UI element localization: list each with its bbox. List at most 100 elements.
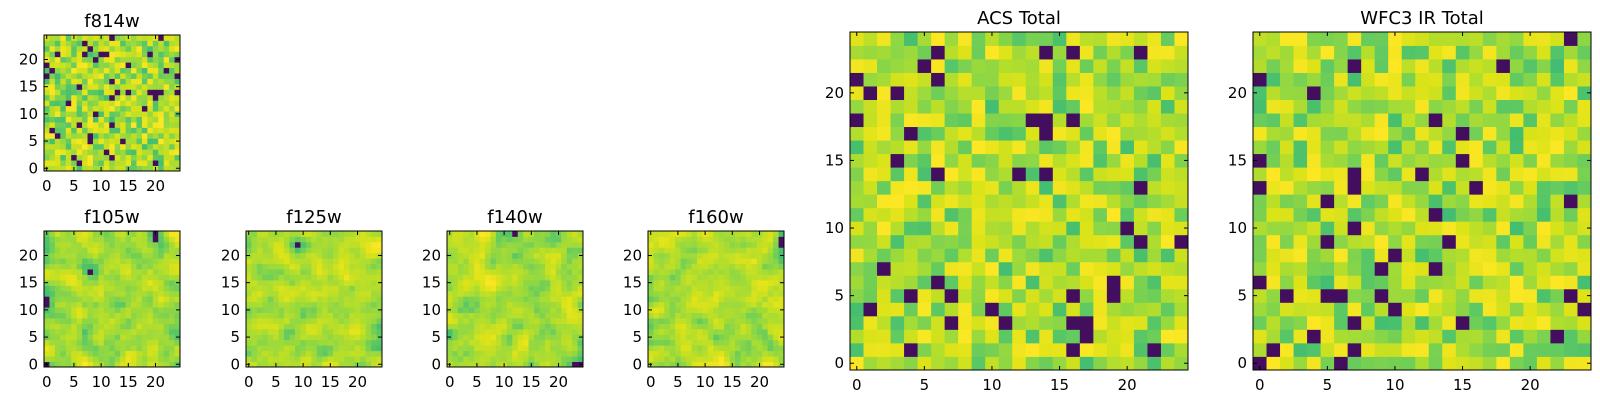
heatmap-cell xyxy=(256,361,263,368)
heatmap-cell xyxy=(1025,288,1040,303)
heatmap-cell xyxy=(904,234,918,249)
heatmap-cell xyxy=(528,312,535,319)
heatmap-cell xyxy=(669,263,676,270)
heatmap-cell xyxy=(87,122,94,128)
heatmap-cell xyxy=(82,361,88,368)
heatmap-cell xyxy=(1160,288,1175,303)
heatmap-cell xyxy=(256,334,263,341)
heatmap-cell xyxy=(523,328,529,335)
heatmap-cell xyxy=(251,345,258,352)
heatmap-cell xyxy=(479,312,486,319)
heatmap-cell xyxy=(479,279,486,286)
heatmap-cell xyxy=(474,269,481,275)
heatmap-cell xyxy=(1106,140,1121,155)
heatmap-cell xyxy=(87,132,94,139)
heatmap-cell xyxy=(169,143,175,150)
heatmap-cell xyxy=(92,312,99,319)
heatmap-cell xyxy=(141,301,148,308)
heatmap-cell xyxy=(289,296,296,303)
heatmap-cell xyxy=(904,248,918,263)
x-tick-label: 0 xyxy=(244,373,254,391)
heatmap-cell xyxy=(163,231,170,237)
heatmap-cell xyxy=(1039,113,1054,128)
heatmap-cell xyxy=(114,290,121,297)
heatmap-cell xyxy=(985,329,1000,344)
heatmap-cell xyxy=(724,323,730,330)
heatmap-cell xyxy=(141,35,148,41)
heatmap-cell xyxy=(718,263,725,270)
heatmap-cell xyxy=(87,356,94,362)
heatmap-cell xyxy=(120,51,126,58)
heatmap-cell xyxy=(305,241,312,248)
heatmap-cell xyxy=(555,241,562,248)
heatmap-cell xyxy=(1293,45,1308,60)
heatmap-cell xyxy=(54,73,61,79)
heatmap-cell xyxy=(561,339,568,346)
heatmap-cell xyxy=(691,356,698,362)
heatmap-cell xyxy=(680,231,687,237)
heatmap-cell xyxy=(740,296,747,303)
heatmap-cell xyxy=(284,361,290,368)
heatmap-cell xyxy=(354,307,361,313)
heatmap-cell xyxy=(136,296,143,303)
heatmap-cell xyxy=(109,247,116,254)
heatmap-cell xyxy=(850,194,864,209)
heatmap-cell xyxy=(1361,356,1376,371)
heatmap-cell xyxy=(158,247,165,254)
heatmap-cell xyxy=(327,285,334,292)
heatmap-cell xyxy=(60,51,67,58)
heatmap-cell xyxy=(136,78,143,85)
heatmap-cell xyxy=(174,143,181,150)
y-tick-label: 10 xyxy=(1228,219,1247,237)
heatmap-cell xyxy=(152,149,159,156)
heatmap-cell xyxy=(850,248,864,263)
x-tick-label: 20 xyxy=(750,373,769,391)
heatmap-cell xyxy=(65,356,72,362)
heatmap-cell xyxy=(125,40,132,47)
heatmap-cell xyxy=(1106,288,1121,303)
heatmap-cell xyxy=(544,312,551,319)
heatmap-cell xyxy=(904,99,918,114)
heatmap-cell xyxy=(305,350,312,357)
heatmap-cell xyxy=(501,252,508,259)
heatmap-cell xyxy=(1577,59,1592,73)
heatmap-cell xyxy=(103,116,110,123)
heatmap-cell xyxy=(1347,140,1362,155)
heatmap-cell xyxy=(1052,356,1067,371)
heatmap-cell xyxy=(1442,356,1457,371)
heatmap-cell xyxy=(251,356,258,362)
y-tick-label: 10 xyxy=(422,301,441,319)
heatmap-cell xyxy=(60,62,67,69)
heatmap-cell xyxy=(740,247,747,254)
heatmap-cell xyxy=(92,285,99,292)
heatmap-cell xyxy=(158,307,165,313)
heatmap-cell xyxy=(985,275,1000,290)
heatmap-cell xyxy=(702,323,709,330)
heatmap-cell xyxy=(1093,342,1108,357)
heatmap-cell xyxy=(1509,113,1524,128)
heatmap-cell xyxy=(572,258,578,265)
heatmap-cell xyxy=(114,252,121,259)
heatmap-cell xyxy=(109,318,116,324)
heatmap-cell xyxy=(1160,59,1175,73)
heatmap-cell xyxy=(1455,153,1470,168)
heatmap-cell xyxy=(490,231,497,237)
heatmap-cell xyxy=(457,290,464,297)
heatmap-cell xyxy=(1280,207,1294,222)
heatmap-cell xyxy=(87,307,94,313)
heatmap-cell xyxy=(702,339,709,346)
heatmap-cell xyxy=(316,269,323,275)
heatmap-cell xyxy=(141,279,148,286)
heatmap-cell xyxy=(512,252,519,259)
heatmap-cell xyxy=(463,296,470,303)
y-tick-label: 20 xyxy=(19,50,38,68)
heatmap-cell xyxy=(1563,207,1578,222)
heatmap-cell xyxy=(724,274,730,281)
heatmap-cell xyxy=(49,89,56,96)
heatmap-cell xyxy=(512,318,519,324)
heatmap-cell xyxy=(680,361,687,368)
heatmap-cell xyxy=(114,94,121,101)
heatmap-cell xyxy=(713,279,720,286)
heatmap-cell xyxy=(349,339,356,346)
heatmap-cell xyxy=(284,318,290,324)
